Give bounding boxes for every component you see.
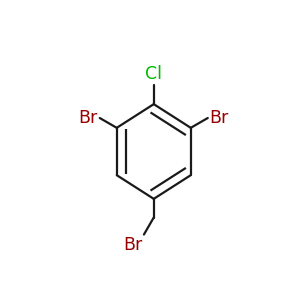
Text: Br: Br <box>123 236 142 254</box>
Text: Br: Br <box>210 109 229 127</box>
Text: Cl: Cl <box>145 65 162 83</box>
Text: Br: Br <box>79 109 98 127</box>
